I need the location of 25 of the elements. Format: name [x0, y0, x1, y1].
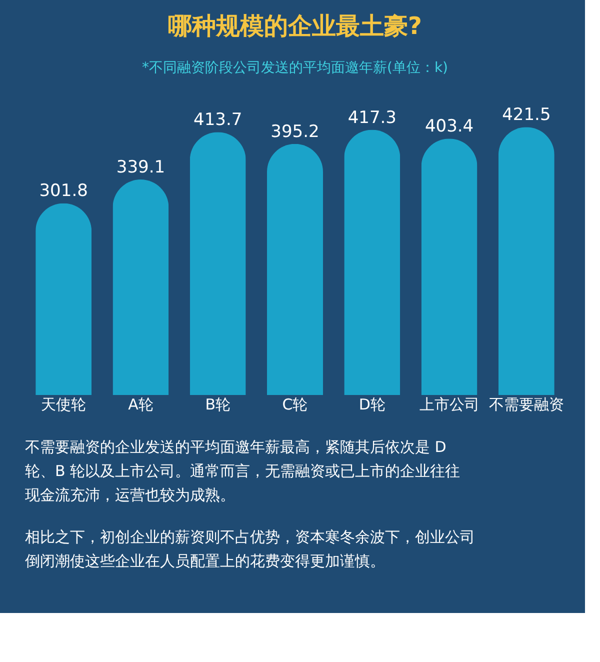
x-tick-label: B轮 [205, 396, 231, 414]
bar [344, 130, 400, 395]
data-label: 395.2 [270, 122, 320, 142]
data-label: 413.7 [194, 110, 242, 130]
bar [498, 127, 554, 395]
x-tick-label: C轮 [282, 396, 308, 414]
bar [112, 180, 169, 395]
x-tick-label: 上市公司 [419, 396, 480, 414]
x-tick-label: 不需要融资 [488, 396, 564, 414]
x-tick-label: A轮 [128, 396, 154, 414]
chart-title: 哪种规模的企业最土豪? [168, 12, 422, 40]
text: 不需要融资的企业发送的平均面邀年薪最高，紧随其后依次是 D 轮、B 轮以及上市公司。通常而言，无需融资或已上市的企业往往现金流充沛，运营也较为成熟。 [25, 438, 460, 504]
chart-subtitle: *不同融资阶段公司发送的平均面邀年薪(单位：k) [142, 60, 448, 76]
data-label: 339.1 [116, 158, 166, 178]
bar [421, 138, 478, 395]
data-label: 403.4 [424, 116, 474, 137]
data-label: 421.5 [502, 105, 551, 126]
bar [190, 132, 246, 395]
data-label: 301.8 [39, 181, 88, 202]
x-tick-label: 天使轮 [41, 396, 86, 414]
text: 相比之下，初创企业的薪资则不占优势，资本寒冬余波下，创业公司倒闭潮使这些企业在人员配置上的花费变得更加谨慎。 [25, 528, 475, 570]
bar [267, 144, 323, 395]
data-label: 417.3 [348, 108, 396, 128]
bar [36, 203, 92, 395]
x-tick-label: D轮 [358, 396, 386, 414]
